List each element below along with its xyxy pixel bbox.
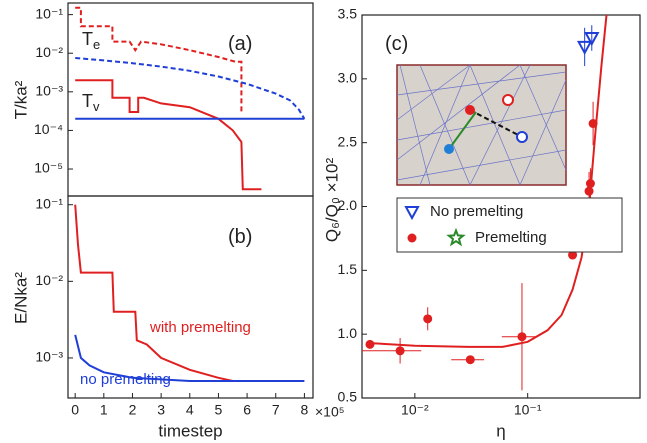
annotation-text: (c) [385, 33, 408, 55]
y-tick-label: 3.0 [338, 70, 358, 86]
point [395, 346, 405, 356]
annotation-text: T [82, 29, 93, 49]
y-tick-label: 10⁻⁴ [34, 121, 63, 137]
x-tick-label: 5 [215, 402, 223, 418]
x-tick-label: 6 [243, 402, 251, 418]
y-tick-label: 2.0 [338, 197, 358, 213]
x-tick-label: 0 [71, 402, 79, 418]
inset [396, 64, 567, 186]
annotation: (b) [228, 226, 252, 248]
x-axis-label: η [496, 421, 505, 440]
point [423, 314, 433, 324]
point [576, 40, 593, 56]
annotation: (c) [385, 33, 408, 55]
series-label: no premelting [80, 371, 171, 388]
x-tick-label: 2 [129, 402, 137, 418]
x-tick-label: 8 [301, 402, 309, 418]
point [465, 355, 475, 365]
y-tick-label: 10⁻³ [35, 83, 63, 99]
plot-frame [67, 195, 314, 399]
x-axis-label: timestep [158, 421, 222, 440]
legend-label: Premelting [475, 229, 547, 246]
y-tick-label: 3.5 [338, 6, 358, 22]
point [568, 250, 578, 260]
annotation-sub: v [93, 99, 100, 114]
legend-marker [446, 227, 466, 247]
point [365, 339, 375, 349]
x-tick-label: 10⁻² [401, 402, 429, 418]
annotation-sub: e [93, 37, 100, 52]
legend-marker [407, 233, 417, 243]
x-tick-label: 4 [186, 402, 194, 418]
x-tick-label: 3 [157, 402, 165, 418]
legend-label: No premelting [430, 203, 523, 220]
point [584, 186, 594, 196]
y-axis-label: Q₆/Q₀ ×10² [322, 158, 341, 243]
legend: No premelting Premelting [396, 197, 623, 253]
y-axis-label: T/ka² [11, 80, 30, 119]
series-label: with premelting [149, 319, 251, 336]
y-tick-label: 10⁻¹ [35, 195, 63, 211]
y-tick-label: 1.5 [338, 261, 358, 277]
y-axis-label: E/Nka² [11, 272, 30, 324]
x-tick-label: 1 [100, 402, 108, 418]
y-tick-label: 10⁻² [35, 44, 63, 60]
x-multiplier: ×10⁵ [315, 404, 345, 420]
y-tick-label: 10⁻³ [35, 349, 63, 365]
line [369, 14, 608, 348]
line [75, 57, 306, 120]
point [517, 332, 527, 342]
y-tick-label: 1.0 [338, 325, 358, 341]
legend-marker [404, 206, 420, 221]
y-tick-label: 10⁻¹ [35, 5, 63, 21]
annotation-text: T [82, 91, 93, 111]
point [584, 31, 600, 47]
y-tick-label: 10⁻² [35, 272, 63, 288]
annotation-text: (a) [228, 33, 252, 55]
line [74, 334, 305, 382]
annotation: (a) [228, 33, 252, 55]
y-tick-label: 10⁻⁵ [34, 160, 63, 176]
annotation: Te [82, 29, 100, 53]
line [74, 204, 248, 382]
y-tick-label: 0.5 [338, 389, 358, 405]
legend-box [396, 197, 623, 253]
line [75, 6, 243, 112]
x-tick-label: 10⁻¹ [514, 402, 542, 418]
y-tick-label: 2.5 [338, 133, 358, 149]
line [75, 79, 262, 191]
annotation: Tv [82, 91, 100, 115]
annotation-text: (b) [228, 226, 252, 248]
plot-frame [67, 2, 314, 197]
x-tick-label: 7 [272, 402, 280, 418]
